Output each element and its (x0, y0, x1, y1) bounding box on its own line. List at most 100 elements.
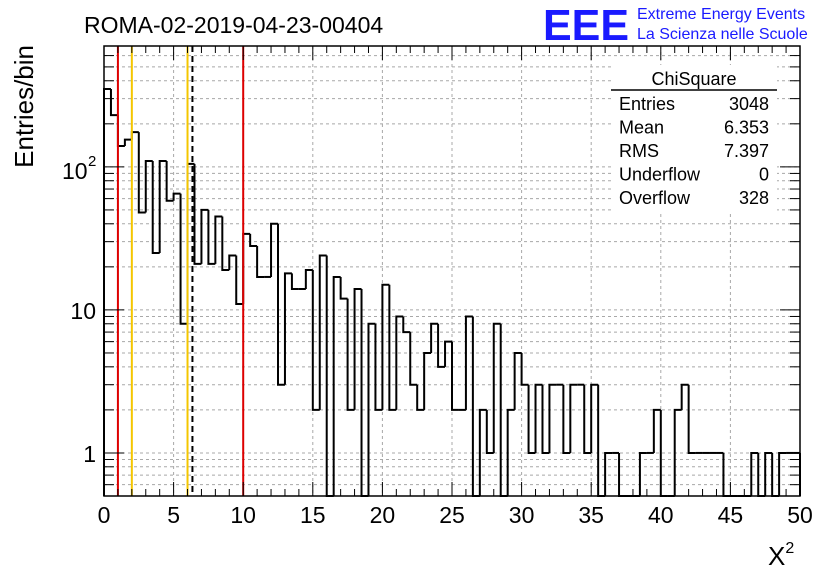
histogram-bin (471, 316, 480, 497)
histogram-bin (249, 233, 258, 247)
histogram-bin (485, 409, 494, 454)
stats-box-title: ChiSquare (651, 69, 736, 89)
y-tick-label: 10 (62, 158, 88, 184)
histogram-bin (172, 192, 181, 201)
histogram-bin (116, 115, 125, 147)
x-tick-label: 5 (167, 502, 180, 528)
histogram-bin (151, 160, 160, 254)
histogram-bin (186, 162, 195, 324)
histogram-bin (228, 254, 237, 271)
histogram-bin (283, 272, 292, 385)
histogram-bin (123, 138, 132, 146)
y-tick-label: 1 (83, 441, 96, 467)
x-tick-label: 10 (230, 502, 256, 528)
histogram-bin (235, 255, 244, 305)
histogram-bin (402, 316, 411, 334)
histogram-bin (506, 408, 515, 496)
x-axis-label: X2 (768, 540, 794, 571)
stats-row-label: Entries (619, 94, 675, 114)
x-tick-label: 35 (578, 502, 604, 528)
x-tick-labels: 0 5 10 15 20 25 30 35 40 45 50 (98, 502, 813, 528)
histogram-bin (165, 160, 174, 202)
histogram-bin (318, 254, 327, 410)
x-axis-label-sup: 2 (785, 540, 794, 557)
eee-logo-mark: EEE (543, 1, 629, 50)
histogram-bin (339, 276, 348, 300)
histogram-bin (193, 163, 202, 265)
x-tick-label: 30 (509, 502, 535, 528)
histogram-bin (277, 223, 285, 386)
x-axis-label-base: X (768, 541, 785, 571)
histogram-bin (367, 322, 376, 496)
histogram-bin (200, 208, 209, 264)
axes (103, 45, 801, 497)
histogram-bin (652, 408, 661, 453)
histogram-bin (687, 384, 696, 454)
histogram-bin (478, 408, 487, 496)
histogram-bin (109, 89, 118, 117)
x-tick-label: 25 (439, 502, 465, 528)
histogram-bin (541, 384, 550, 454)
chart-title: ROMA-02-2019-04-23-00404 (84, 12, 383, 38)
histogram-bin (520, 352, 529, 386)
histogram-bin (527, 384, 536, 454)
histogram-bin (242, 232, 251, 304)
histogram-bin (764, 451, 773, 496)
histogram-bin (256, 245, 265, 278)
histogram-bin (750, 451, 759, 496)
histogram-bin (381, 283, 390, 410)
stats-row-value: 0 (759, 165, 769, 185)
stats-row-label: Mean (619, 118, 664, 138)
histogram-bin (437, 323, 446, 368)
histogram-bin (144, 159, 153, 213)
histogram-bin (548, 383, 557, 453)
histogram-bin (416, 384, 425, 411)
histogram-bin (311, 270, 320, 411)
histogram-bin (388, 284, 397, 411)
stats-row-label: RMS (619, 141, 659, 161)
histogram-bin (604, 451, 613, 496)
histogram-bin (353, 288, 362, 410)
histogram-bin (374, 323, 383, 411)
histogram-bin (430, 322, 439, 353)
marker-lines (116, 46, 245, 496)
histogram-bin (360, 289, 369, 497)
histogram-bin (103, 88, 111, 496)
histogram-bin (346, 298, 355, 411)
histogram-bin (562, 384, 571, 454)
y-tick-label-sup: 2 (88, 153, 96, 170)
eee-logo-line2: La Scienza nelle Scuole (637, 26, 808, 43)
stats-row-label: Underflow (619, 165, 701, 185)
histogram-bin (673, 408, 682, 496)
histogram-bin (423, 351, 432, 410)
histogram-bin (534, 383, 543, 453)
eee-logo-line1: Extreme Energy Events (637, 6, 805, 23)
histogram-bin (513, 351, 522, 410)
stats-row-value: 6.353 (724, 118, 769, 138)
histogram-bin (137, 132, 146, 214)
x-tick-label: 45 (718, 502, 744, 528)
histogram-bin (583, 384, 592, 454)
x-tick-label: 50 (787, 502, 813, 528)
histogram-bin (214, 215, 223, 264)
x-tick-label: 40 (648, 502, 674, 528)
histogram-bin (130, 131, 139, 140)
histogram-bin (304, 269, 313, 290)
x-tick-label: 0 (98, 502, 111, 528)
histogram-bin (638, 451, 647, 496)
stats-row-value: 328 (739, 188, 769, 208)
stats-row-value: 3048 (729, 94, 769, 114)
histogram-bin (444, 340, 452, 367)
stats-row-value: 7.397 (724, 141, 769, 161)
histogram-bin (597, 384, 606, 497)
histogram-bin (207, 209, 216, 265)
histogram-bin (409, 332, 418, 386)
histogram-bin (590, 383, 599, 453)
histogram-bin (221, 216, 230, 272)
histogram-bin (332, 275, 341, 496)
histogram-bin (680, 383, 689, 410)
y-axis-label: Entries/bin (9, 45, 39, 168)
histogram-bin (395, 315, 404, 410)
